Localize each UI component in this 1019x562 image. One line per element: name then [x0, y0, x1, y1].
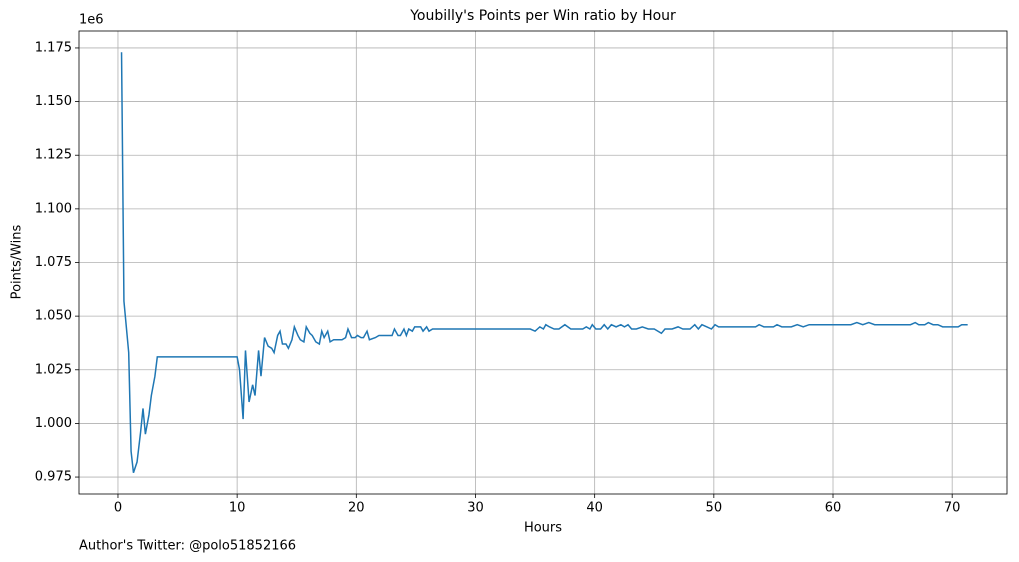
y-tick-label: 1.075: [35, 255, 72, 270]
y-axis-label: Points/Wins: [10, 224, 25, 299]
plot-frame: [78, 30, 1008, 495]
chart-title: Youbilly's Points per Win ratio by Hour: [409, 8, 676, 24]
y-tick-label: 1.150: [35, 94, 72, 109]
y-tick-label: 1.175: [35, 40, 72, 55]
y-tick-label: 1.025: [35, 362, 72, 377]
x-tick-label: 50: [706, 501, 723, 516]
y-tick-label: 1.125: [35, 148, 72, 163]
x-tick-label: 20: [348, 501, 365, 516]
y-tick-label: 1.100: [35, 201, 72, 216]
x-axis-label: Hours: [524, 521, 562, 536]
x-tick-label: 10: [229, 501, 246, 516]
y-tick-label: 1.050: [35, 309, 72, 324]
x-tick-label: 30: [467, 501, 484, 516]
x-tick-label: 70: [944, 501, 961, 516]
footnote: Author's Twitter: @polo51852166: [79, 539, 296, 554]
y-offset-label: 1e6: [79, 13, 104, 28]
x-tick-label: 60: [825, 501, 842, 516]
x-tick-label: 40: [586, 501, 603, 516]
y-tick-label: 0.975: [35, 470, 72, 485]
data-line: [120, 52, 968, 473]
y-tick-label: 1.000: [35, 416, 72, 431]
x-tick-label: 0: [114, 501, 122, 516]
